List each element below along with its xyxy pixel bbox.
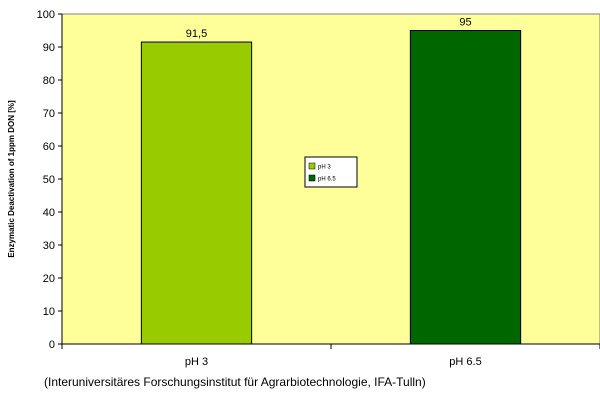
y-tick-label: 70: [43, 108, 55, 120]
y-tick-label: 20: [43, 273, 55, 285]
y-tick-label: 0: [49, 339, 55, 351]
y-tick-label: 90: [43, 42, 55, 54]
y-tick-label: 30: [43, 240, 55, 252]
source-note: (Interuniversitäres Forschungsinstitut f…: [44, 375, 426, 389]
data-label: 91,5: [186, 28, 207, 40]
bar: [409, 30, 522, 345]
x-tick-label: pH 6.5: [449, 356, 481, 368]
y-axis-label: Enzymatic Deactivation of 1ppm DON [%]: [7, 100, 16, 258]
y-tick-label: 80: [43, 75, 55, 87]
y-tick-label: 50: [43, 174, 55, 186]
bars: 91,5 95: [140, 17, 522, 345]
legend-label: pH 6.5: [318, 177, 336, 183]
bar: [140, 41, 253, 345]
legend-box: [304, 156, 358, 188]
legend-swatch: [308, 174, 316, 182]
y-tick-label: 40: [43, 207, 55, 219]
legend-swatch: [308, 162, 316, 170]
x-tick-label: pH 3: [185, 356, 208, 368]
y-tick-label: 100: [37, 9, 55, 21]
y-tick-label: 60: [43, 141, 55, 153]
y-tick-label: 10: [43, 306, 55, 318]
legend: pH 3 pH 6.5: [304, 156, 358, 188]
legend-label: pH 3: [318, 165, 331, 171]
data-label: 95: [459, 17, 471, 29]
y-axis: 0 10 20 30 40 50 60 70 80 90 100: [37, 9, 63, 351]
x-axis: pH 3 pH 6.5: [61, 343, 600, 368]
